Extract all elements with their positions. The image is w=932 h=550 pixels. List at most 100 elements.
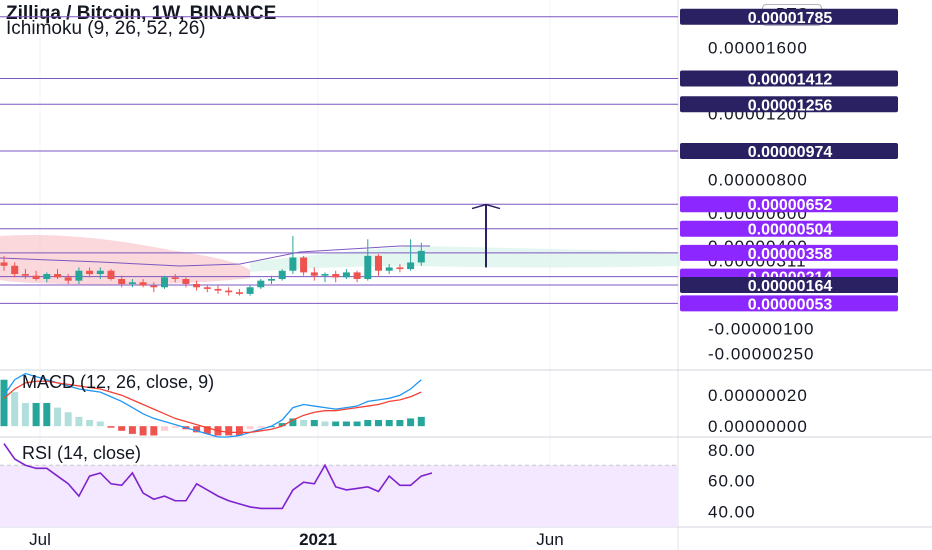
level-label-bg [680, 70, 898, 87]
price-tick-label: 0.00001600 [708, 38, 808, 57]
macd-histogram-bar [246, 426, 254, 430]
macd-histogram-bar [193, 426, 201, 433]
candle-body [332, 274, 340, 278]
macd-histogram-bar [385, 419, 393, 427]
macd-line [3, 372, 422, 438]
macd-histogram-bar [128, 426, 136, 434]
macd-histogram-bar [300, 419, 308, 427]
macd-label: MACD (12, 26, close, 9) [22, 372, 214, 392]
candle-body [225, 290, 233, 293]
ichimoku-baseline [0, 245, 430, 267]
price-tick-label: 0.00000800 [708, 171, 808, 190]
macd-histogram-bar [417, 416, 425, 427]
candle-body [193, 283, 201, 288]
level-label-bg [680, 244, 898, 261]
macd-histogram-bar [278, 423, 286, 427]
candle-body [396, 267, 404, 270]
rsi-label: RSI (14, close) [22, 443, 141, 463]
macd-histogram-bar [321, 421, 329, 427]
macd-histogram-bar [203, 426, 211, 434]
rsi-tick-label: 60.00 [708, 472, 756, 491]
level-label: 0.00000164 [748, 278, 833, 295]
candle-body [182, 279, 190, 284]
macd-histogram-bar [75, 416, 83, 427]
chart-title: Zilliqa / Bitcoin, 1W, BINANCE [6, 3, 277, 24]
candle-body [278, 270, 286, 279]
candle-body [203, 287, 211, 289]
candle-body [96, 270, 104, 275]
macd-histogram-bar [107, 426, 115, 428]
macd-histogram-bar [54, 407, 61, 427]
candle-body [385, 267, 393, 271]
macd-signal-line [3, 380, 422, 434]
level-label-bg [680, 142, 898, 159]
macd-histogram-bar [11, 392, 19, 427]
rsi-tick-label: 80.00 [708, 441, 756, 460]
macd-histogram-bar [64, 412, 72, 427]
candle-body [353, 272, 361, 279]
candle-body [300, 257, 308, 273]
x-tick-label: Jul [29, 530, 51, 549]
arrow-head [471, 203, 501, 210]
candle-body [128, 282, 136, 284]
macd-histogram-bar [139, 426, 147, 436]
candle-body [246, 287, 254, 294]
macd-histogram-bar [342, 421, 350, 427]
candle-body [289, 257, 297, 271]
ichimoku-label: Ichimoku (9, 26, 52, 26) [6, 18, 206, 39]
macd-histogram-bar [235, 426, 243, 436]
rsi-band [0, 465, 678, 527]
candle-body [118, 279, 126, 284]
macd-tick-label: 0.00000020 [708, 386, 808, 405]
candle-body [0, 262, 8, 266]
macd-histogram-bar [150, 426, 158, 436]
candle-body [214, 288, 222, 291]
candle-body [139, 282, 147, 286]
macd-histogram-bar [375, 419, 382, 427]
candle-body [310, 272, 318, 276]
price-tick-label: -0.00000250 [708, 344, 814, 363]
level-label-bg [680, 295, 898, 312]
candle-body [235, 292, 243, 294]
candle-body [268, 279, 275, 281]
macd-histogram-bar [396, 419, 404, 427]
candle-body [150, 285, 158, 288]
macd-histogram-bar [257, 426, 265, 428]
level-label-bg [680, 196, 898, 213]
macd-histogram-bar [310, 419, 318, 427]
candle-body [11, 265, 19, 275]
macd-histogram-bar [289, 418, 297, 427]
candle-body [407, 262, 415, 270]
macd-histogram-bar [407, 418, 415, 427]
candle-body [342, 272, 350, 278]
candle-body [257, 280, 265, 288]
macd-histogram-bar [161, 426, 168, 431]
level-label-bg [680, 276, 898, 293]
candle-body [161, 277, 168, 288]
candle-body [21, 274, 29, 276]
macd-histogram-bar [96, 421, 104, 427]
level-label-bg [680, 8, 898, 25]
level-label: 0.00001785 [748, 10, 833, 27]
x-tick-label: Jun [536, 530, 563, 549]
macd-histogram-bar [21, 402, 29, 427]
macd-histogram-bar [43, 402, 51, 427]
level-label-bg [680, 220, 898, 237]
candle-body [321, 274, 329, 276]
candle-body [171, 277, 179, 279]
macd-histogram-bar [86, 419, 94, 427]
candle-body [54, 274, 61, 278]
level-label: 0.00001412 [748, 71, 833, 88]
candle-body [64, 277, 72, 281]
level-label: 0.00000053 [748, 296, 833, 313]
candle-body [417, 250, 425, 263]
macd-histogram-bar [225, 426, 233, 436]
level-label: 0.00001256 [748, 97, 833, 114]
rsi-line [3, 443, 433, 510]
rsi-tick-label: 40.00 [708, 503, 756, 522]
macd-tick-label: 0.00000000 [708, 417, 808, 436]
level-label-bg [680, 96, 898, 113]
candle-body [86, 270, 94, 275]
candle-body [107, 270, 115, 279]
